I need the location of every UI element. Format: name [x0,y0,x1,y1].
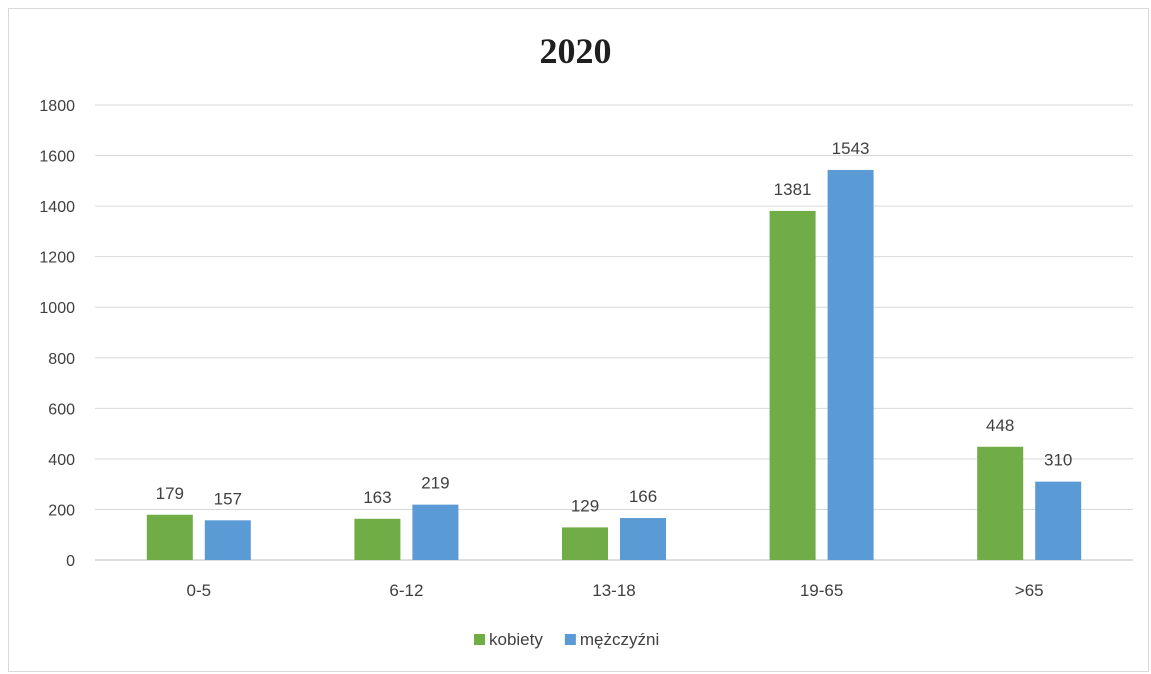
legend-label: kobiety [489,630,543,649]
y-tick-label: 600 [48,401,75,418]
bar-0 [769,210,816,561]
bar-1 [204,520,251,560]
y-tick-label: 0 [66,553,75,570]
data-label: 163 [363,488,391,507]
data-label: 448 [986,416,1014,435]
data-label: 157 [214,489,242,508]
bar-1 [1035,481,1082,560]
y-tick-label: 400 [48,452,75,469]
bar-0 [977,446,1024,560]
x-tick-label: >65 [1015,581,1044,600]
data-label: 310 [1044,451,1072,470]
legend-label: mężczyźni [580,630,659,649]
y-tick-label: 1400 [39,199,75,216]
data-label: 179 [156,484,184,503]
bar-1 [412,504,459,560]
x-tick-label: 0-5 [187,581,212,600]
y-tick-label: 1000 [39,300,75,317]
data-label: 129 [571,496,599,515]
legend-swatch [564,634,576,645]
bar-0 [562,527,608,560]
x-tick-label: 13-18 [592,581,635,600]
data-label: 166 [629,487,657,506]
bar-1 [827,169,874,561]
y-tick-label: 800 [48,351,75,368]
y-tick-label: 1800 [39,98,75,115]
bar-0 [146,514,193,560]
bar-1 [620,518,666,560]
data-label: 219 [421,474,449,493]
data-label: 1543 [832,139,870,158]
data-label: 1381 [774,180,812,199]
legend-swatch [474,634,485,645]
chart-title: 2020 [539,31,612,71]
y-tick-label: 200 [48,502,75,519]
y-tick-label: 1600 [39,149,75,166]
bar-0 [354,518,401,560]
chart-frame [8,8,1149,672]
x-tick-label: 19-65 [800,581,843,600]
y-tick-label: 1200 [39,250,75,267]
x-tick-label: 6-12 [389,581,423,600]
